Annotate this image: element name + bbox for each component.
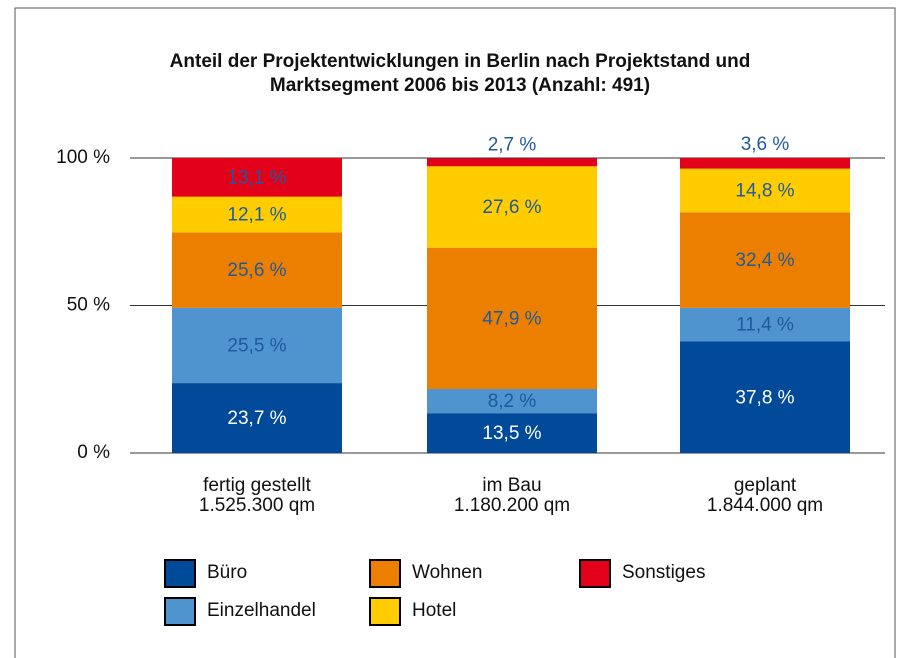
x-tick-label: im Bau xyxy=(482,475,541,496)
value-label: 14,8 % xyxy=(735,180,794,201)
legend-swatch xyxy=(579,559,611,588)
bar-segment xyxy=(427,166,597,248)
chart-title: Marktsegment 2006 bis 2013 (Anzahl: 491) xyxy=(270,75,650,96)
bar-segment xyxy=(427,413,597,453)
legend-label: Einzelhandel xyxy=(207,600,316,621)
bar-segment xyxy=(427,247,597,389)
bar-segment xyxy=(172,307,342,384)
bar-segment xyxy=(427,158,597,167)
bar-segment xyxy=(680,341,850,453)
x-tick-label: geplant xyxy=(734,475,797,496)
bar-segment xyxy=(680,168,850,213)
legend-swatch xyxy=(164,559,196,588)
bar-segment xyxy=(427,388,597,414)
x-tick-label: 1.525.300 qm xyxy=(199,495,315,516)
value-label: 2,7 % xyxy=(488,134,537,155)
legend-label: Wohnen xyxy=(412,562,482,583)
chart-title: Anteil der Projektentwicklungen in Berli… xyxy=(170,51,751,72)
bar-segment xyxy=(172,158,342,197)
x-tick-label: 1.844.000 qm xyxy=(707,495,823,516)
bar-segment xyxy=(172,383,342,453)
bar-segment xyxy=(680,212,850,308)
y-tick-label: 0 % xyxy=(77,442,110,463)
value-label: 23,7 % xyxy=(227,408,286,429)
legend-label: Büro xyxy=(207,562,247,583)
value-label: 3,6 % xyxy=(741,134,790,155)
x-tick-label: 1.180.200 qm xyxy=(454,495,570,516)
legend-swatch xyxy=(369,597,401,626)
legend-label: Sonstiges xyxy=(622,562,705,583)
value-label: 13,5 % xyxy=(482,423,541,444)
bar-segment xyxy=(172,232,342,308)
y-tick-label: 100 % xyxy=(56,147,110,168)
value-label: 47,9 % xyxy=(482,308,541,329)
x-tick-label: fertig gestellt xyxy=(203,475,311,496)
frame xyxy=(14,7,896,658)
value-label: 13,1 % xyxy=(227,167,286,188)
value-label: 25,5 % xyxy=(227,335,286,356)
legend-label: Hotel xyxy=(412,600,456,621)
value-label: 11,4 % xyxy=(736,315,794,336)
bar-segment xyxy=(680,307,850,342)
bar-segment xyxy=(172,196,342,233)
value-label: 37,8 % xyxy=(735,387,794,408)
value-label: 8,2 % xyxy=(488,391,537,412)
bar-segment xyxy=(680,158,850,169)
legend-swatch xyxy=(164,597,196,626)
value-label: 12,1 % xyxy=(227,205,286,226)
legend-swatch xyxy=(369,559,401,588)
value-label: 25,6 % xyxy=(227,260,286,281)
value-label: 32,4 % xyxy=(735,250,794,271)
y-tick-label: 50 % xyxy=(67,295,110,316)
value-label: 27,6 % xyxy=(482,197,541,218)
